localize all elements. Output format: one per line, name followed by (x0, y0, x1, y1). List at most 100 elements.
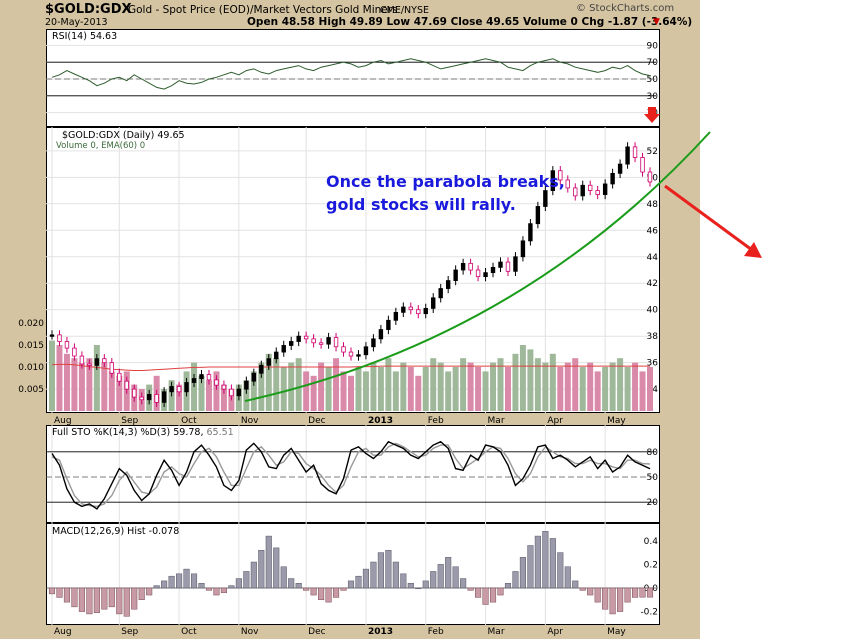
macd-hist-bar (63, 587, 71, 603)
volume-bar (437, 362, 444, 411)
month-label: Aug (54, 416, 72, 426)
month-label: Feb (428, 627, 444, 637)
price-candle (161, 391, 167, 403)
macd-hist-bar (549, 538, 556, 589)
annotation-line-2: gold stocks will rally. (326, 195, 516, 214)
volume-bar (579, 367, 586, 411)
price-candle (139, 396, 144, 401)
macd-hist-bar (504, 583, 512, 589)
macd-hist-bar (56, 587, 63, 598)
month-label: Mar (488, 627, 505, 637)
macd-hist-bar (347, 580, 355, 589)
sto-tick-label: 80 (647, 448, 659, 458)
macd-hist-bar (288, 578, 295, 589)
macd-hist-bar (415, 587, 422, 590)
volume-bar (116, 375, 123, 411)
sto-k-line (51, 440, 651, 510)
macd-hist-bar (370, 561, 377, 589)
volume-bar (445, 371, 452, 411)
macd-hist-bar (183, 568, 190, 589)
price-candle (445, 280, 451, 289)
volume-bar (333, 358, 340, 411)
macd-hist-bar (198, 583, 205, 589)
volume-bar (63, 353, 70, 411)
price-candle (132, 388, 137, 398)
change-down-icon: ▼ (653, 17, 660, 27)
month-label: Nov (241, 416, 259, 426)
volume-bar (475, 367, 482, 411)
volume-bar (93, 345, 100, 411)
price-candle (311, 338, 316, 344)
macd-hist-bar (377, 552, 384, 589)
macd-hist-bar (318, 587, 325, 601)
price-candle (169, 386, 174, 393)
price-candle (498, 261, 503, 268)
price-tick-label: 52 (647, 147, 658, 157)
macd-hist-bar (609, 587, 616, 615)
volume-bar (482, 371, 489, 411)
macd-hist-bar (123, 587, 130, 617)
price-candle (573, 187, 578, 197)
volume-bar (295, 358, 302, 411)
price-candle (647, 171, 653, 183)
price-tick-label: 36 (647, 359, 659, 369)
price-candle (580, 184, 585, 197)
macd-hist-bar (101, 587, 108, 610)
macd-hist-bar (489, 587, 497, 603)
volume-bar (534, 358, 541, 411)
price-candle (206, 374, 212, 381)
macd-panel: 0.40.20.0-0.2 (46, 523, 660, 625)
macd-hist-bar (460, 578, 467, 589)
sto-background (46, 425, 660, 523)
macd-hist-bar (587, 587, 594, 596)
macd-hist-bar (445, 557, 452, 589)
rsi-border (46, 29, 660, 127)
price-candle (371, 338, 376, 348)
price-candle (57, 334, 62, 342)
volume-bar (557, 367, 564, 411)
volume-bar (273, 358, 280, 411)
macd-hist-bar (355, 575, 362, 589)
macd-hist-bar (407, 583, 414, 589)
macd-hist-bar (452, 566, 459, 589)
price-candle (303, 335, 309, 340)
price-candle (520, 240, 526, 258)
volume-bar (415, 375, 422, 411)
macd-hist-bar (168, 575, 175, 589)
volume-bar (258, 362, 265, 411)
volume-tick-label: 0.010 (18, 363, 44, 373)
price-candle (49, 334, 55, 337)
macd-hist-bar (78, 587, 85, 612)
price-tick-label: 46 (647, 226, 659, 236)
price-candle (617, 163, 623, 174)
price-tick-label: 38 (647, 332, 659, 342)
price-tick-label: 44 (647, 253, 659, 263)
macd-hist-bar (220, 587, 227, 593)
price-candle (64, 341, 70, 349)
volume-bar (497, 358, 504, 411)
volume-bar (108, 371, 115, 411)
month-label: May (607, 416, 626, 426)
macd-hist-bar (332, 587, 340, 598)
stochastic-panel: 80 50 20 (46, 425, 660, 523)
macd-hist-bar (437, 564, 444, 589)
volume-tick-label: 0.015 (18, 341, 44, 351)
price-candle (333, 337, 339, 348)
volume-bar (639, 371, 646, 411)
price-candle (348, 351, 354, 357)
macd-hist-bar (71, 587, 78, 608)
macd-hist-bar (265, 535, 272, 589)
volume-bar (86, 358, 93, 411)
month-label: Mar (488, 416, 505, 426)
price-candle (363, 346, 369, 356)
macd-border (46, 523, 660, 625)
price-candle (199, 374, 204, 379)
month-label: Feb (428, 416, 444, 426)
macd-hist-bar (213, 587, 220, 596)
month-label: May (607, 627, 626, 637)
macd-hist-bar (564, 566, 571, 589)
price-candle (341, 346, 346, 353)
volume-bar (564, 362, 571, 411)
volume-bar (56, 345, 63, 411)
macd-hist-bar (602, 587, 609, 610)
